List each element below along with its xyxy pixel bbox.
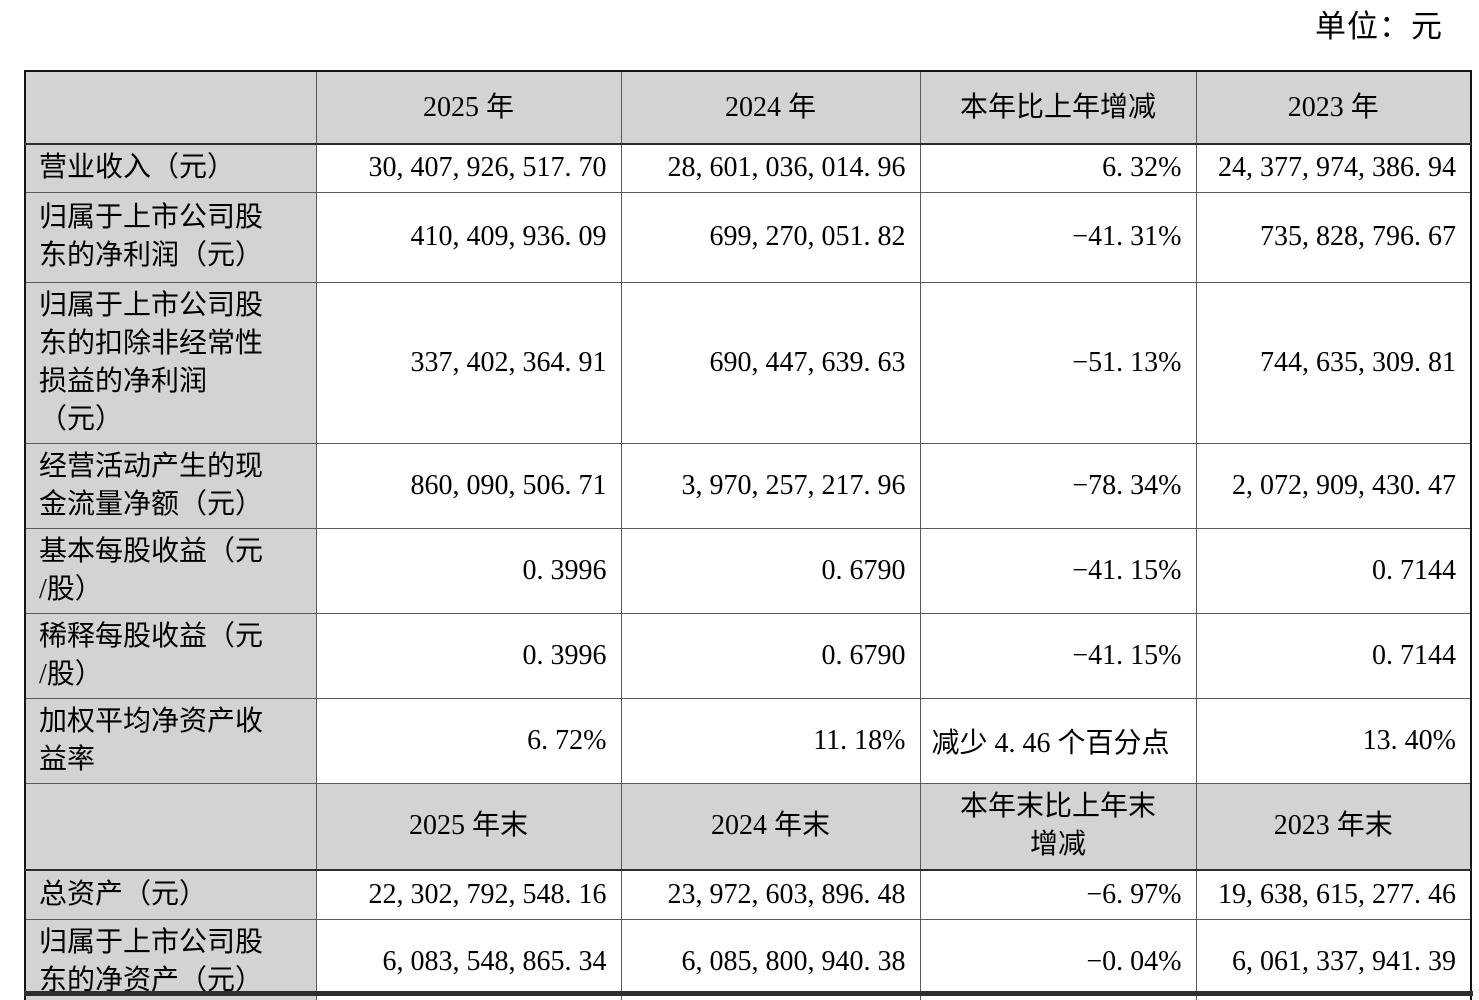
cell-diluted-eps-2024: 0. 6790	[620, 612, 921, 699]
row-label-net-profit: 归属于上市公司股 东的净利润（元）	[24, 191, 317, 283]
table-row-operating-cash-flow: 经营活动产生的现 金流量净额（元） 860, 090, 506. 71 3, 9…	[24, 442, 1472, 529]
cell-net-profit-2023: 735, 828, 796. 67	[1195, 191, 1472, 283]
cell-basic-eps-2025: 0. 3996	[315, 527, 622, 614]
table-row-deducted-net-profit: 归属于上市公司股 东的扣除非经常性 损益的净利润 （元） 337, 402, 3…	[24, 281, 1472, 444]
unit-label: 单位：元	[1315, 9, 1443, 44]
cell-revenue-2024: 28, 601, 036, 014. 96	[620, 143, 921, 193]
row-label-deducted-net-profit: 归属于上市公司股 东的扣除非经常性 损益的净利润 （元）	[24, 281, 317, 444]
cell-weighted-roe-2023: 13. 40%	[1195, 697, 1472, 784]
cell-operating-cash-flow-2023: 2, 072, 909, 430. 47	[1195, 442, 1472, 529]
table-row-net-profit: 归属于上市公司股 东的净利润（元） 410, 409, 936. 09 699,…	[24, 191, 1472, 283]
row-label-operating-cash-flow: 经营活动产生的现 金流量净额（元）	[24, 442, 317, 529]
cell-revenue-2023: 24, 377, 974, 386. 94	[1195, 143, 1472, 193]
row-label-net-assets: 归属于上市公司股 东的净资产（元）	[24, 918, 317, 1000]
period-end-header-change: 本年末比上年末 增减	[919, 782, 1197, 871]
period-end-header-2023: 2023 年末	[1195, 782, 1472, 871]
annual-header-blank	[24, 70, 317, 145]
table-row-total-assets: 总资产（元） 22, 302, 792, 548. 16 23, 972, 60…	[24, 869, 1472, 920]
period-end-header-row: 2025 年末 2024 年末 本年末比上年末 增减 2023 年末	[24, 782, 1472, 871]
cell-net-profit-2025: 410, 409, 936. 09	[315, 191, 622, 283]
cell-net-assets-change: −0. 04%	[919, 918, 1197, 1000]
cell-net-assets-2023: 6, 061, 337, 941. 39	[1195, 918, 1472, 1000]
row-label-weighted-roe: 加权平均净资产收 益率	[24, 697, 317, 784]
cell-diluted-eps-change: −41. 15%	[919, 612, 1197, 699]
annual-header-change: 本年比上年增减	[919, 70, 1197, 145]
period-end-header-blank	[24, 782, 317, 871]
period-end-header-2024: 2024 年末	[620, 782, 921, 871]
cell-total-assets-change: −6. 97%	[919, 869, 1197, 920]
cell-total-assets-2025: 22, 302, 792, 548. 16	[315, 869, 622, 920]
cell-net-assets-2025: 6, 083, 548, 865. 34	[315, 918, 622, 1000]
annual-header-2023: 2023 年	[1195, 70, 1472, 145]
row-label-total-assets: 总资产（元）	[24, 869, 317, 920]
annual-header-2024: 2024 年	[620, 70, 921, 145]
annual-header-2025: 2025 年	[315, 70, 622, 145]
cell-basic-eps-2023: 0. 7144	[1195, 527, 1472, 614]
cell-revenue-change: 6. 32%	[919, 143, 1197, 193]
cell-total-assets-2024: 23, 972, 603, 896. 48	[620, 869, 921, 920]
cell-weighted-roe-change: 减少 4. 46 个百分点	[919, 697, 1197, 784]
table-row-diluted-eps: 稀释每股收益（元 /股） 0. 3996 0. 6790 −41. 15% 0.…	[24, 612, 1472, 699]
cell-net-assets-2024: 6, 085, 800, 940. 38	[620, 918, 921, 1000]
cell-net-profit-2024: 699, 270, 051. 82	[620, 191, 921, 283]
cell-operating-cash-flow-2024: 3, 970, 257, 217. 96	[620, 442, 921, 529]
row-label-basic-eps: 基本每股收益（元 /股）	[24, 527, 317, 614]
cell-revenue-2025: 30, 407, 926, 517. 70	[315, 143, 622, 193]
cell-diluted-eps-2023: 0. 7144	[1195, 612, 1472, 699]
cell-deducted-net-profit-2025: 337, 402, 364. 91	[315, 281, 622, 444]
cell-weighted-roe-2025: 6. 72%	[315, 697, 622, 784]
financial-summary-table: 2025 年 2024 年 本年比上年增减 2023 年 营业收入（元） 30,…	[24, 70, 1472, 1000]
bottom-divider	[24, 991, 1473, 996]
cell-deducted-net-profit-change: −51. 13%	[919, 281, 1197, 444]
annual-header-row: 2025 年 2024 年 本年比上年增减 2023 年	[24, 70, 1472, 145]
cell-total-assets-2023: 19, 638, 615, 277. 46	[1195, 869, 1472, 920]
cell-diluted-eps-2025: 0. 3996	[315, 612, 622, 699]
table-row-revenue: 营业收入（元） 30, 407, 926, 517. 70 28, 601, 0…	[24, 143, 1472, 193]
cell-deducted-net-profit-2023: 744, 635, 309. 81	[1195, 281, 1472, 444]
cell-weighted-roe-2024: 11. 18%	[620, 697, 921, 784]
cell-operating-cash-flow-change: −78. 34%	[919, 442, 1197, 529]
cell-basic-eps-change: −41. 15%	[919, 527, 1197, 614]
cell-deducted-net-profit-2024: 690, 447, 639. 63	[620, 281, 921, 444]
period-end-header-2025: 2025 年末	[315, 782, 622, 871]
row-label-revenue: 营业收入（元）	[24, 143, 317, 193]
table-row-net-assets: 归属于上市公司股 东的净资产（元） 6, 083, 548, 865. 34 6…	[24, 918, 1472, 1000]
cell-operating-cash-flow-2025: 860, 090, 506. 71	[315, 442, 622, 529]
table-row-basic-eps: 基本每股收益（元 /股） 0. 3996 0. 6790 −41. 15% 0.…	[24, 527, 1472, 614]
cell-basic-eps-2024: 0. 6790	[620, 527, 921, 614]
table-row-weighted-roe: 加权平均净资产收 益率 6. 72% 11. 18% 减少 4. 46 个百分点…	[24, 697, 1472, 784]
row-label-diluted-eps: 稀释每股收益（元 /股）	[24, 612, 317, 699]
cell-net-profit-change: −41. 31%	[919, 191, 1197, 283]
